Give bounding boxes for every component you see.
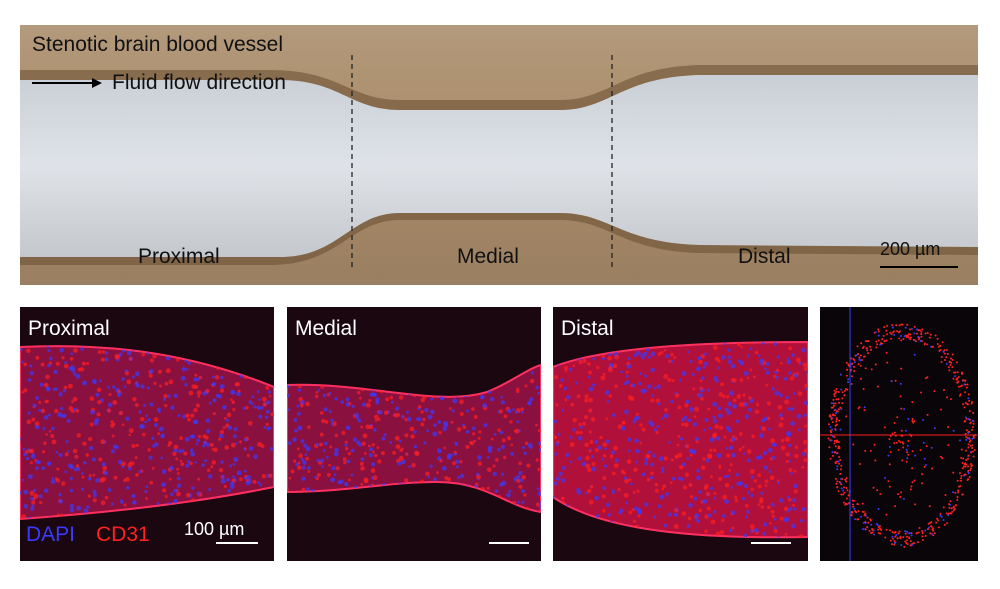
cd31-label: CD31 (96, 523, 150, 546)
scale-bar-label: 100 µm (184, 519, 245, 539)
panel-label-proximal: Proximal (28, 317, 110, 340)
region-proximal-label: Proximal (138, 245, 220, 268)
cell-stain-image (20, 345, 274, 521)
cross-section-ring-image (820, 307, 978, 561)
fluorescence-proximal-panel: Proximal DAPI CD31 100 µm (20, 307, 274, 561)
scale-bar (489, 542, 529, 544)
cell-stain-image (553, 340, 808, 539)
panel-label-distal: Distal (561, 317, 614, 340)
arrow-right-icon (92, 78, 102, 88)
vessel-title: Stenotic brain blood vessel (32, 33, 283, 56)
region-distal-label: Distal (738, 245, 791, 268)
cell-stain-image (287, 363, 541, 514)
fluorescence-medial-panel: Medial (287, 307, 541, 561)
vessel-image-graphic (20, 25, 978, 285)
scale-bar (751, 542, 791, 544)
dapi-label: DAPI (26, 523, 76, 546)
scale-bar-label: 200 µm (880, 239, 941, 259)
cross-section-panel (820, 307, 978, 561)
scale-bar (216, 542, 258, 544)
flow-direction-label: Fluid flow direction (112, 71, 286, 94)
panel-label-medial: Medial (295, 317, 357, 340)
fluorescence-distal-panel: Distal (553, 307, 808, 561)
brightfield-vessel-image: Stenotic brain blood vessel Fluid flow d… (20, 25, 978, 285)
region-medial-label: Medial (457, 245, 519, 268)
